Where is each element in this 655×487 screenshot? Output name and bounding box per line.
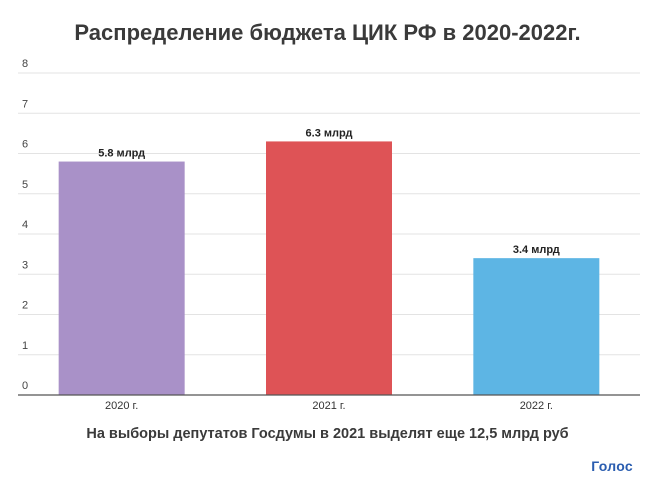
- y-tick-label: 7: [22, 98, 28, 110]
- y-tick-label: 8: [22, 58, 28, 70]
- golos-logo: Голос: [591, 458, 633, 474]
- x-tick-label: 2020 г.: [105, 400, 138, 412]
- footnote: На выборы депутатов Госдумы в 2021 выдел…: [86, 426, 569, 442]
- y-tick-label: 0: [22, 380, 28, 392]
- x-axis-ticks: 2020 г. 2021 г. 2022 г.: [105, 400, 553, 412]
- y-tick-label: 3: [22, 259, 28, 271]
- x-tick-label: 2021 г.: [312, 400, 345, 412]
- y-tick-label: 2: [22, 300, 28, 312]
- data-label: 5.8 млрд: [98, 148, 145, 160]
- data-label: 3.4 млрд: [513, 244, 560, 256]
- y-tick-label: 5: [22, 179, 28, 191]
- bar: [266, 141, 392, 395]
- data-labels: 5.8 млрд 6.3 млрд 3.4 млрд: [98, 127, 560, 256]
- data-label: 6.3 млрд: [306, 127, 353, 139]
- x-tick-label: 2022 г.: [520, 400, 553, 412]
- y-axis-ticks: 0 1 2 3 4 5 6 7 8: [22, 58, 28, 392]
- bars: [58, 141, 600, 395]
- chart-title: Распределение бюджета ЦИК РФ в 2020-2022…: [74, 20, 581, 45]
- y-tick-label: 6: [22, 139, 28, 151]
- y-tick-label: 4: [22, 219, 28, 231]
- bar: [58, 161, 185, 395]
- bar: [473, 258, 600, 395]
- y-tick-label: 1: [22, 340, 28, 352]
